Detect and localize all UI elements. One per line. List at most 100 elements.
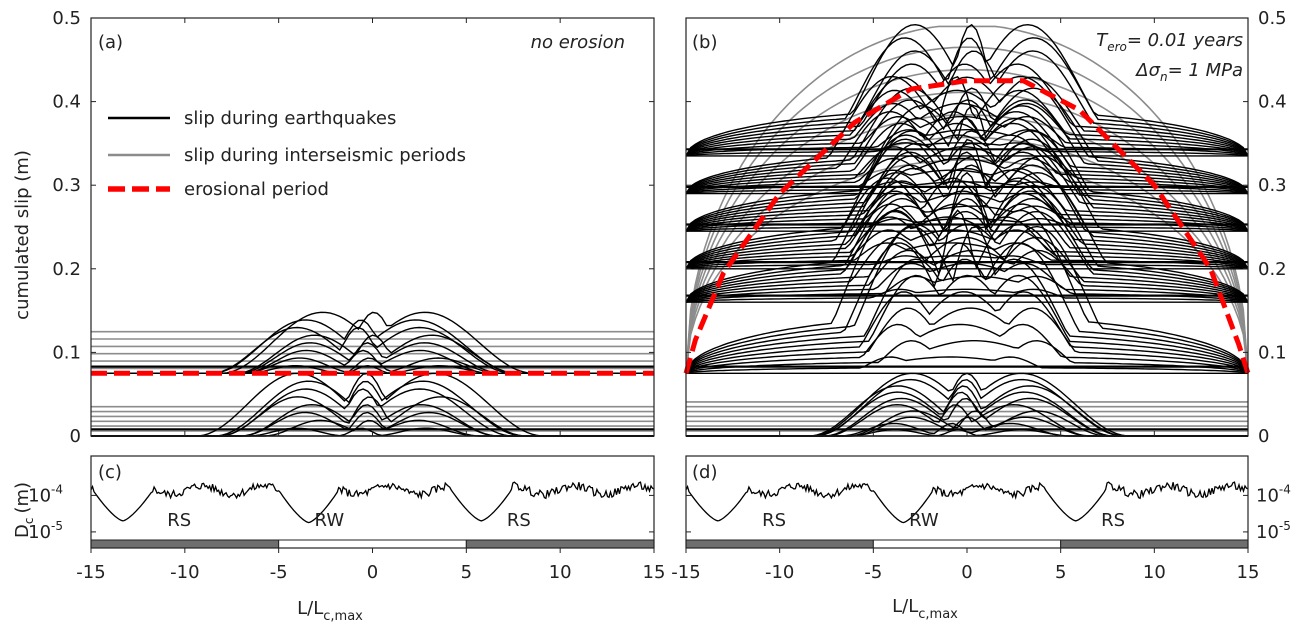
earthquake-curve [685,210,1249,303]
earthquake-curve [685,274,1249,374]
dc-curve [90,481,655,524]
earthquake-curve [685,50,1249,157]
panel-a-ticks: 0 0.1 0.2 0.3 0.4 0.5 [52,8,655,447]
ytick-label: 0.2 [1258,259,1287,280]
xtick-label: -15 [76,562,105,583]
ytick-label: 0.2 [52,259,81,280]
panel-a-annotation: no erosion [531,32,625,53]
region-label: RS [762,510,786,531]
earthquake-curve [685,216,1249,270]
earthquake-curve [685,87,1249,195]
region-label: RW [909,510,939,531]
panel-d-region-labels: RS RW RS [762,510,1125,531]
legend-label-erosional: erosional period [184,179,329,200]
earthquake-curve [685,356,1249,374]
ytick-label-log: 10-4 [1256,482,1291,506]
panel-b-annotation-tero: Tero= 0.01 years [1096,30,1243,54]
region-label: RS [507,510,531,531]
dc-curve [685,481,1249,524]
region-bar-segment [685,539,874,549]
earthquake-curve [685,307,1249,374]
ytick-label-log: 10-4 [28,482,63,506]
xtick-label: 10 [1143,562,1166,583]
region-bar-segment [465,539,655,549]
panel-a: 0 0.1 0.2 0.3 0.4 0.5 (a) no erosion slip dur… [52,8,655,447]
panel-a-curves [91,311,654,437]
earthquake-curve [685,142,1249,232]
ytick-label: 0.4 [52,92,81,113]
legend-label-interseismic: slip during interseismic periods [184,145,466,166]
earthquake-curve [685,134,1249,195]
panel-b-ticks: 0 0.1 0.2 0.3 0.4 0.5 [685,8,1287,447]
panel-c-region-labels: RS RW RS [167,510,531,531]
earthquake-curve [685,102,1249,157]
panel-c-ticks: 10-4 10-5 [28,482,655,553]
ytick-label-log: 10-5 [1256,519,1291,543]
earthquake-curve [685,242,1249,374]
ytick-label: 0.5 [1258,8,1287,29]
panel-b-curves [683,23,1251,437]
xtick-label: -5 [864,562,882,583]
earthquake-curve [685,138,1249,270]
earthquake-curve [686,378,1248,437]
panel-b-label: (b) [692,32,717,53]
region-label: RS [167,510,191,531]
earthquake-curve [685,255,1249,270]
earthquake-curve [685,291,1249,374]
xlabel-left: L/Lc,max [297,598,363,624]
earthquake-curve [685,177,1249,270]
panel-d-ticks: 10-4 10-5 [685,482,1291,553]
earthquake-curve [685,323,1249,374]
earthquake-curve [685,249,1249,303]
region-label: RS [1101,510,1125,531]
earthquake-curve [685,288,1249,303]
interseismic-curve [685,136,1249,374]
legend: slip during earthquakes slip during inte… [108,108,466,200]
ytick-label: 0.5 [52,8,81,29]
ytick-label: 0.1 [1258,342,1287,363]
panel-b-annotation-dsigma: Δσn= 1 MPa [1134,60,1243,84]
earthquake-curve [685,130,1249,232]
earthquake-curve [685,145,1249,195]
earthquake-curve [685,75,1249,194]
earthquake-curve [685,23,1249,157]
ylabel-cumulated-slip: cumulated slip (m) [12,150,33,320]
panel-c-frame [90,455,655,549]
earthquake-curve [685,89,1249,157]
earthquake-curve [685,151,1249,270]
interseismic-curve [685,91,1249,374]
earthquake-curve [685,167,1249,232]
earthquake-curve [685,209,1249,374]
region-label: RW [315,510,345,531]
earthquake-curve [685,181,1249,195]
panel-d-label: (d) [692,462,717,483]
ytick-label: 0.3 [1258,175,1287,196]
interseismic-curve [685,68,1249,374]
earthquake-curve [685,142,1249,157]
ytick-label: 0.3 [52,175,81,196]
region-bar-segment [872,539,1062,549]
earthquake-curve [685,225,1249,374]
erosional-profile [683,78,1251,375]
xtick-label: 5 [461,562,472,583]
earthquake-curve [685,37,1249,157]
xtick-label: -10 [765,562,794,583]
earthquake-curve [685,110,1249,195]
xtick-label: 15 [1237,562,1260,583]
earthquake-curve [685,104,1249,232]
panel-d: 10-4 10-5 (d) RS RW RS [685,455,1291,553]
xlabel-right: L/Lc,max [892,596,958,622]
region-bar-segment [90,539,280,549]
ytick-label: 0.4 [1258,92,1287,113]
legend-label-earthquakes: slip during earthquakes [184,108,396,129]
earthquake-curve [685,190,1249,270]
earthquake-curve [685,63,1249,157]
ytick-label: 0.1 [52,342,81,363]
earthquake-curve [685,197,1249,303]
xtick-label: 5 [1055,562,1066,583]
xtick-label: 10 [549,562,572,583]
earthquake-curve [685,217,1249,232]
xtick-label: -15 [671,562,700,583]
ylabel-dc: Dc(m) [12,482,36,538]
